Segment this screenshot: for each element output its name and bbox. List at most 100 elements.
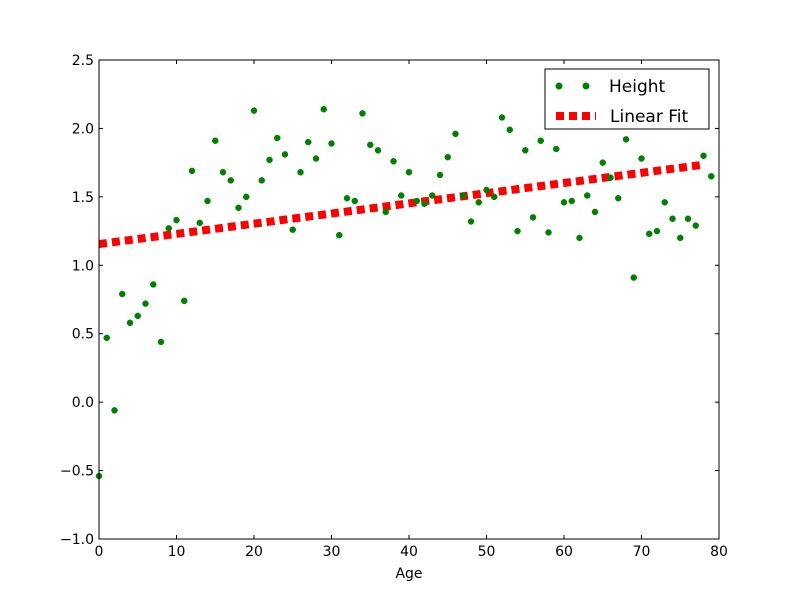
height-point <box>646 230 653 238</box>
x-tick-label: 20 <box>245 544 263 560</box>
height-point <box>305 138 312 146</box>
height-point <box>173 216 180 224</box>
x-tick-label: 70 <box>633 544 651 560</box>
height-point <box>615 194 622 202</box>
height-point <box>111 407 118 414</box>
x-tick-label: 50 <box>478 544 496 560</box>
height-point <box>188 167 196 175</box>
height-point <box>708 173 715 180</box>
height-point <box>684 215 692 223</box>
height-point <box>405 168 413 176</box>
height-point <box>630 274 637 281</box>
height-point <box>297 168 304 176</box>
height-point <box>591 208 599 216</box>
height-point <box>382 208 389 216</box>
height-point <box>700 152 707 160</box>
height-point <box>460 192 467 199</box>
y-tick-label: 0.0 <box>72 395 94 411</box>
height-point <box>568 197 575 205</box>
height-point <box>599 159 606 166</box>
height-point <box>560 199 568 206</box>
height-point <box>196 219 203 227</box>
y-tick-label: 2.0 <box>72 121 94 137</box>
height-point <box>343 194 351 202</box>
height-point <box>134 312 141 320</box>
height-point <box>320 106 327 113</box>
x-tick-label: 10 <box>168 544 186 560</box>
x-tick-label: 0 <box>95 544 104 560</box>
height-point <box>103 334 110 342</box>
height-point <box>359 110 366 117</box>
height-point <box>243 193 250 201</box>
y-tick-label: 1.0 <box>72 258 94 274</box>
height-point <box>467 218 475 225</box>
height-point <box>219 168 227 176</box>
y-tick-label: −0.5 <box>60 464 94 480</box>
height-point <box>514 227 521 235</box>
height-point <box>661 199 668 206</box>
height-point <box>638 155 645 162</box>
legend-label-height: Height <box>609 77 666 97</box>
x-axis-label: Age <box>395 566 422 582</box>
legend-label-linear-fit: Linear Fit <box>610 107 689 127</box>
x-tick-label: 80 <box>710 544 728 560</box>
height-point <box>235 204 242 212</box>
y-tick-label: 2.5 <box>72 53 94 69</box>
y-tick-label: 0.5 <box>72 327 94 343</box>
height-point <box>227 177 234 184</box>
height-point <box>281 151 289 158</box>
height-point <box>351 197 358 205</box>
height-point <box>452 130 459 138</box>
y-tick-label: 1.5 <box>72 190 94 206</box>
legend-marker-height-1 <box>555 82 563 90</box>
height-point <box>126 319 134 327</box>
height-point <box>475 199 482 206</box>
plot-area <box>95 59 720 540</box>
height-point <box>312 155 320 162</box>
height-point <box>545 229 552 236</box>
height-point <box>374 147 382 154</box>
height-point <box>204 197 211 205</box>
height-point <box>157 338 165 346</box>
legend: Height Linear Fit <box>544 68 710 130</box>
height-point <box>483 186 490 194</box>
height-point <box>142 300 149 307</box>
height-point <box>429 192 436 199</box>
y-tick-label: −1.0 <box>60 532 94 548</box>
height-point <box>491 193 498 201</box>
linear-fit-line <box>98 160 705 249</box>
height-point <box>336 231 343 239</box>
plot-background <box>99 60 719 539</box>
height-point <box>692 222 699 229</box>
height-point <box>274 134 281 142</box>
height-point <box>444 153 451 161</box>
height-point <box>289 226 296 233</box>
x-axis-ticks: 0 10 20 30 40 50 60 70 80 <box>95 60 728 560</box>
height-point <box>328 140 335 147</box>
x-tick-label: 30 <box>323 544 341 560</box>
height-point <box>181 297 188 305</box>
height-point <box>607 174 614 181</box>
height-point <box>413 197 420 205</box>
height-point <box>553 145 560 153</box>
height-point <box>165 225 172 232</box>
height-point <box>498 114 506 121</box>
height-point <box>367 141 374 149</box>
y-axis-ticks: −1.0 −0.5 0.0 0.5 1.0 1.5 2.0 2.5 <box>60 53 719 548</box>
height-point <box>421 200 428 207</box>
height-point <box>258 177 265 184</box>
height-point <box>669 215 676 223</box>
height-point <box>390 158 397 165</box>
height-point <box>250 107 258 114</box>
height-point <box>522 147 529 154</box>
height-point <box>537 137 544 144</box>
height-point <box>529 214 537 221</box>
height-point <box>576 234 583 242</box>
height-point <box>119 290 126 298</box>
height-point <box>436 171 444 179</box>
legend-marker-height-2 <box>582 82 590 90</box>
height-point <box>150 281 157 288</box>
height-point <box>622 136 630 143</box>
height-point <box>506 126 513 134</box>
